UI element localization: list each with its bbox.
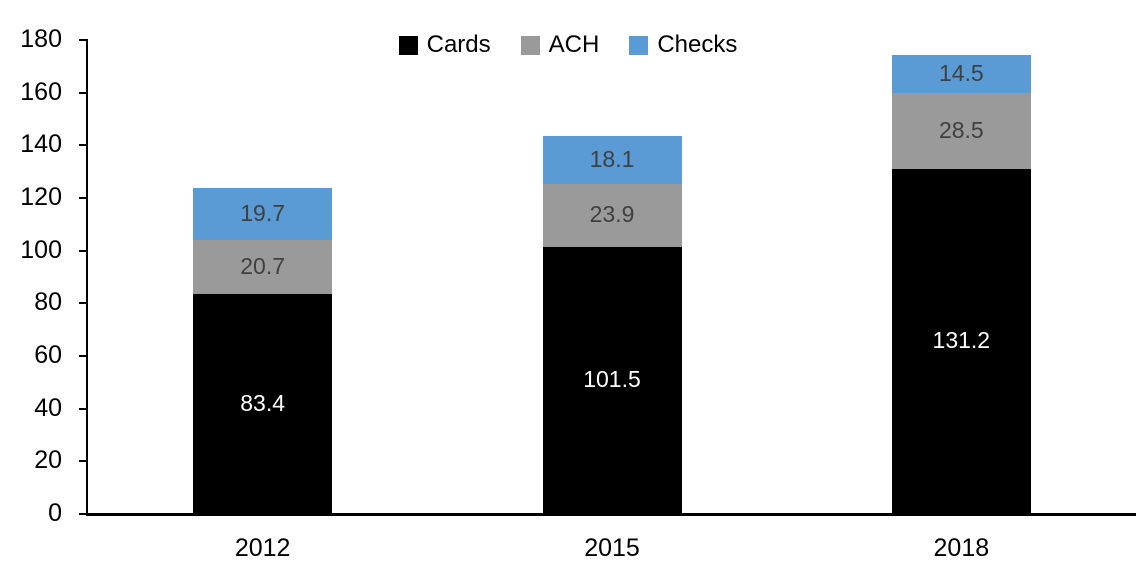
legend-item-ach: ACH <box>520 31 600 58</box>
y-axis-tick-label: 160 <box>20 77 62 106</box>
legend-swatch-cards <box>398 35 418 55</box>
bar-segment-ach-2018 <box>891 93 1031 169</box>
legend-item-checks: Checks <box>629 33 737 57</box>
chart-legend: Cards ACH Checks <box>0 33 1136 57</box>
legend-swatch-checks <box>629 35 649 55</box>
bar-value-label: 14.5 <box>938 60 984 87</box>
bar-value-label: 101.5 <box>583 366 641 393</box>
y-axis-tick <box>79 513 88 515</box>
legend-swatch-ach <box>520 35 540 55</box>
y-axis-tick-label: 20 <box>34 446 62 475</box>
bar-segment-cards-2018 <box>891 168 1031 514</box>
legend-label-checks: Checks <box>657 31 738 58</box>
bar-segment-checks-2015 <box>542 136 682 184</box>
bar-segment-ach-2012 <box>193 239 333 295</box>
bar-value-label: 131.2 <box>932 327 991 354</box>
legend-label-ach: ACH <box>548 31 600 58</box>
y-axis-tick <box>79 39 88 41</box>
bar-segment-cards-2015 <box>542 246 682 514</box>
bar-segment-checks-2018 <box>891 55 1031 94</box>
y-axis-line <box>86 40 88 516</box>
y-axis-tick <box>79 407 88 410</box>
y-axis-tick <box>79 249 88 252</box>
y-axis-tick <box>79 197 88 199</box>
x-axis-category-label: 2012 <box>234 534 291 562</box>
y-axis-tick <box>79 91 88 94</box>
y-axis-tick-label: 180 <box>20 25 62 53</box>
y-axis-tick-label: 60 <box>34 341 62 369</box>
y-axis-tick <box>79 355 88 357</box>
bar-value-label: 28.5 <box>938 116 984 143</box>
bar-value-label: 23.9 <box>589 201 635 228</box>
y-axis-tick <box>79 302 88 305</box>
y-axis-tick-label: 40 <box>34 393 62 422</box>
y-axis-tick-label: 100 <box>20 235 62 264</box>
y-axis-tick <box>79 144 88 147</box>
legend-item-cards: Cards <box>398 31 491 58</box>
legend-label-cards: Cards <box>426 31 491 58</box>
y-axis-tick-label: 0 <box>48 499 62 527</box>
y-axis-tick-label: 120 <box>20 183 62 211</box>
x-axis-category-label: 2018 <box>933 534 990 562</box>
x-axis-category-label: 2015 <box>584 534 640 562</box>
bar-segment-cards-2012 <box>193 294 333 514</box>
bar-value-label: 18.1 <box>589 145 635 172</box>
bar-value-label: 20.7 <box>240 253 286 280</box>
y-axis-tick <box>79 460 88 463</box>
y-axis-tick-label: 80 <box>34 288 62 317</box>
y-axis-tick-label: 140 <box>20 130 62 159</box>
bar-value-label: 19.7 <box>240 199 286 226</box>
x-axis-line <box>86 513 1136 516</box>
bar-segment-checks-2012 <box>193 187 333 240</box>
bar-segment-ach-2015 <box>542 183 682 247</box>
bar-value-label: 83.4 <box>240 390 286 417</box>
